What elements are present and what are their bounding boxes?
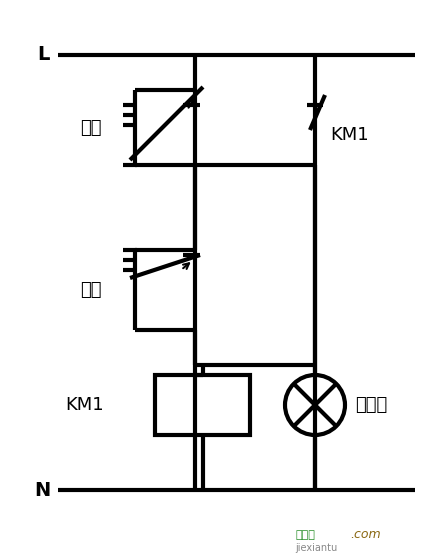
Text: L: L: [37, 45, 50, 64]
Bar: [155, 375, 250, 435]
Text: 启动: 启动: [80, 119, 102, 136]
Text: 停止: 停止: [80, 281, 102, 299]
Text: KM1: KM1: [330, 126, 369, 144]
Text: .com: .com: [350, 528, 380, 542]
Text: 接线图: 接线图: [295, 530, 315, 540]
Text: KM1: KM1: [65, 396, 103, 414]
Text: jiexiantu: jiexiantu: [295, 543, 337, 553]
Text: N: N: [34, 481, 50, 500]
Text: 指示灯: 指示灯: [355, 396, 387, 414]
